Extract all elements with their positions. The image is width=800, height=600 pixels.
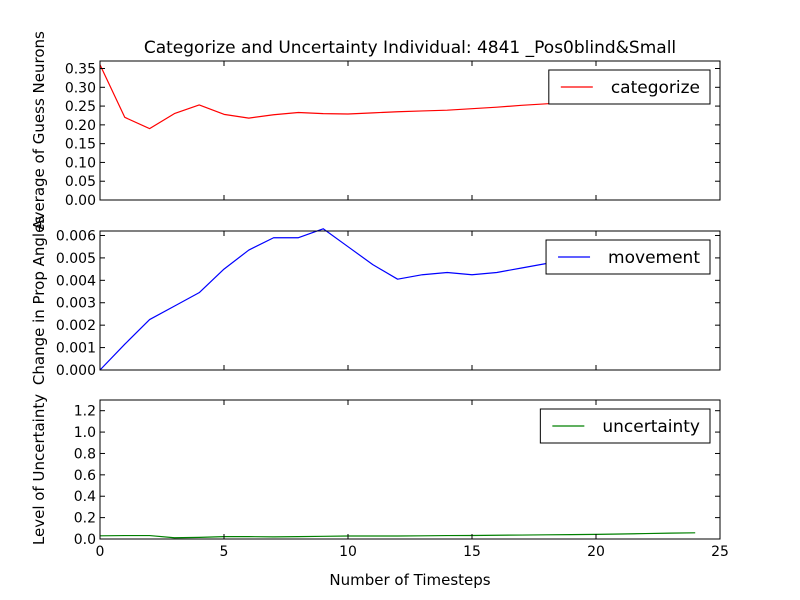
y-tick-label: 0.002 xyxy=(56,318,96,334)
x-tick-label: 0 xyxy=(96,544,105,560)
y-tick-label: 0.000 xyxy=(56,363,96,379)
y-tick-label: 0.10 xyxy=(65,155,96,171)
x-tick-label: 5 xyxy=(220,544,229,560)
x-tick-label: 20 xyxy=(587,544,605,560)
series-line-uncertainty xyxy=(99,532,696,539)
legend: movement xyxy=(545,239,711,275)
y-tick-label: 0.006 xyxy=(56,228,96,244)
x-tick-label: 10 xyxy=(339,544,357,560)
x-tick-label: 15 xyxy=(463,544,481,560)
y-tick-label: 0.20 xyxy=(65,118,96,134)
y-tick-label: 0.30 xyxy=(65,80,96,96)
y-tick-label: 0.003 xyxy=(56,296,96,312)
y-tick-label: 0.6 xyxy=(74,468,96,484)
y-tick-label: 0.05 xyxy=(65,174,96,190)
y-tick-label: 0.001 xyxy=(56,341,96,357)
y-tick-label: 0.4 xyxy=(74,489,96,505)
legend: categorize xyxy=(548,69,711,105)
plot-frame xyxy=(99,60,721,201)
y-tick-label: 0.8 xyxy=(74,446,96,462)
y-tick-label: 0.15 xyxy=(65,137,96,153)
plot-frame xyxy=(99,230,721,371)
y-tick-label: 1.2 xyxy=(74,404,96,420)
subplot-1: 0.00 0.05 0.10 0.15 0.20 0.25 0.30 0.35 Average … xyxy=(30,31,721,230)
legend-label: uncertainty xyxy=(602,417,700,437)
y-axis-label: Level of Uncertainty xyxy=(30,394,48,545)
subplot-stack: 0.000.050.100.150.200.250.300.35Average … xyxy=(30,31,729,560)
y-tick-label: 0.0 xyxy=(74,532,96,548)
x-tick-label: 25 xyxy=(711,544,729,560)
y-axis-label: Change in Prop Angles xyxy=(30,216,48,385)
legend: uncertainty xyxy=(539,408,711,444)
y-tick-label: 0.2 xyxy=(74,511,96,527)
y-axis-label: Average of Guess Neurons xyxy=(30,31,48,230)
legend-label: categorize xyxy=(611,78,700,98)
subplot-3: 0 5 10 15 20 25 0.0 0.2 0.4 0.6 0.8 1.0 1.2 Level of … xyxy=(30,394,729,560)
x-axis-label: Number of Timesteps xyxy=(329,571,490,589)
y-tick-label: 0.005 xyxy=(56,251,96,267)
y-tick-label: 0.35 xyxy=(65,62,96,78)
y-tick-label: 0.004 xyxy=(56,273,96,289)
y-tick-label: 0.25 xyxy=(65,99,96,115)
legend-label: movement xyxy=(608,248,700,268)
y-tick-label: 0.00 xyxy=(65,193,96,209)
subplot-2: 0.000 0.001 0.002 0.003 0.004 0.005 0.006 Chang… xyxy=(30,216,721,385)
chart-title: Categorize and Uncertainty Individual: 4… xyxy=(144,38,676,58)
plot-frame xyxy=(99,399,721,540)
y-tick-label: 1.0 xyxy=(74,425,96,441)
